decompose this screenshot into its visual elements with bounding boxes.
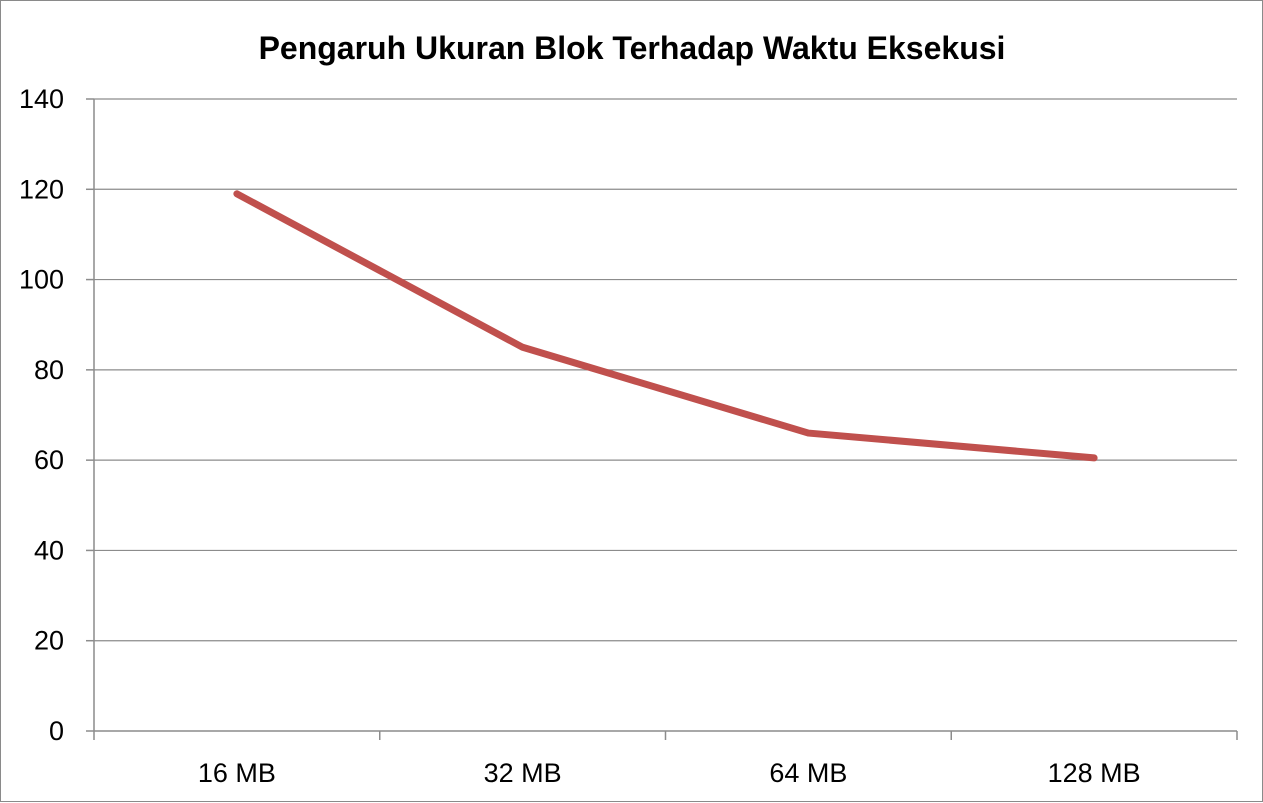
y-tick-label: 20 [34, 626, 64, 656]
y-tick-label: 140 [19, 84, 64, 114]
data-point [807, 432, 809, 434]
y-tick-label: 120 [19, 174, 64, 204]
x-tick-label: 128 MB [1048, 758, 1141, 788]
series [233, 190, 1098, 462]
x-tick-labels: 16 MB 32 MB 64 MB 128 MB [198, 758, 1141, 788]
data-point [522, 346, 524, 348]
x-tick-label: 32 MB [484, 758, 562, 788]
y-tick-labels: 0 20 40 60 80 100 120 140 [19, 84, 64, 746]
data-point [1093, 457, 1095, 459]
x-tick-label: 16 MB [198, 758, 276, 788]
data-point [236, 193, 238, 195]
y-tick-label: 80 [34, 355, 64, 385]
x-tick-label: 64 MB [769, 758, 847, 788]
y-tick-label: 100 [19, 265, 64, 295]
gridlines [94, 98, 1237, 642]
y-tick-label: 40 [34, 535, 64, 565]
y-tick-label: 0 [49, 716, 64, 746]
axes [86, 98, 1238, 740]
series-line [233, 190, 1098, 462]
y-tick-label: 60 [34, 445, 64, 475]
chart-title: Pengaruh Ukuran Blok Terhadap Waktu Ekse… [259, 30, 1006, 66]
